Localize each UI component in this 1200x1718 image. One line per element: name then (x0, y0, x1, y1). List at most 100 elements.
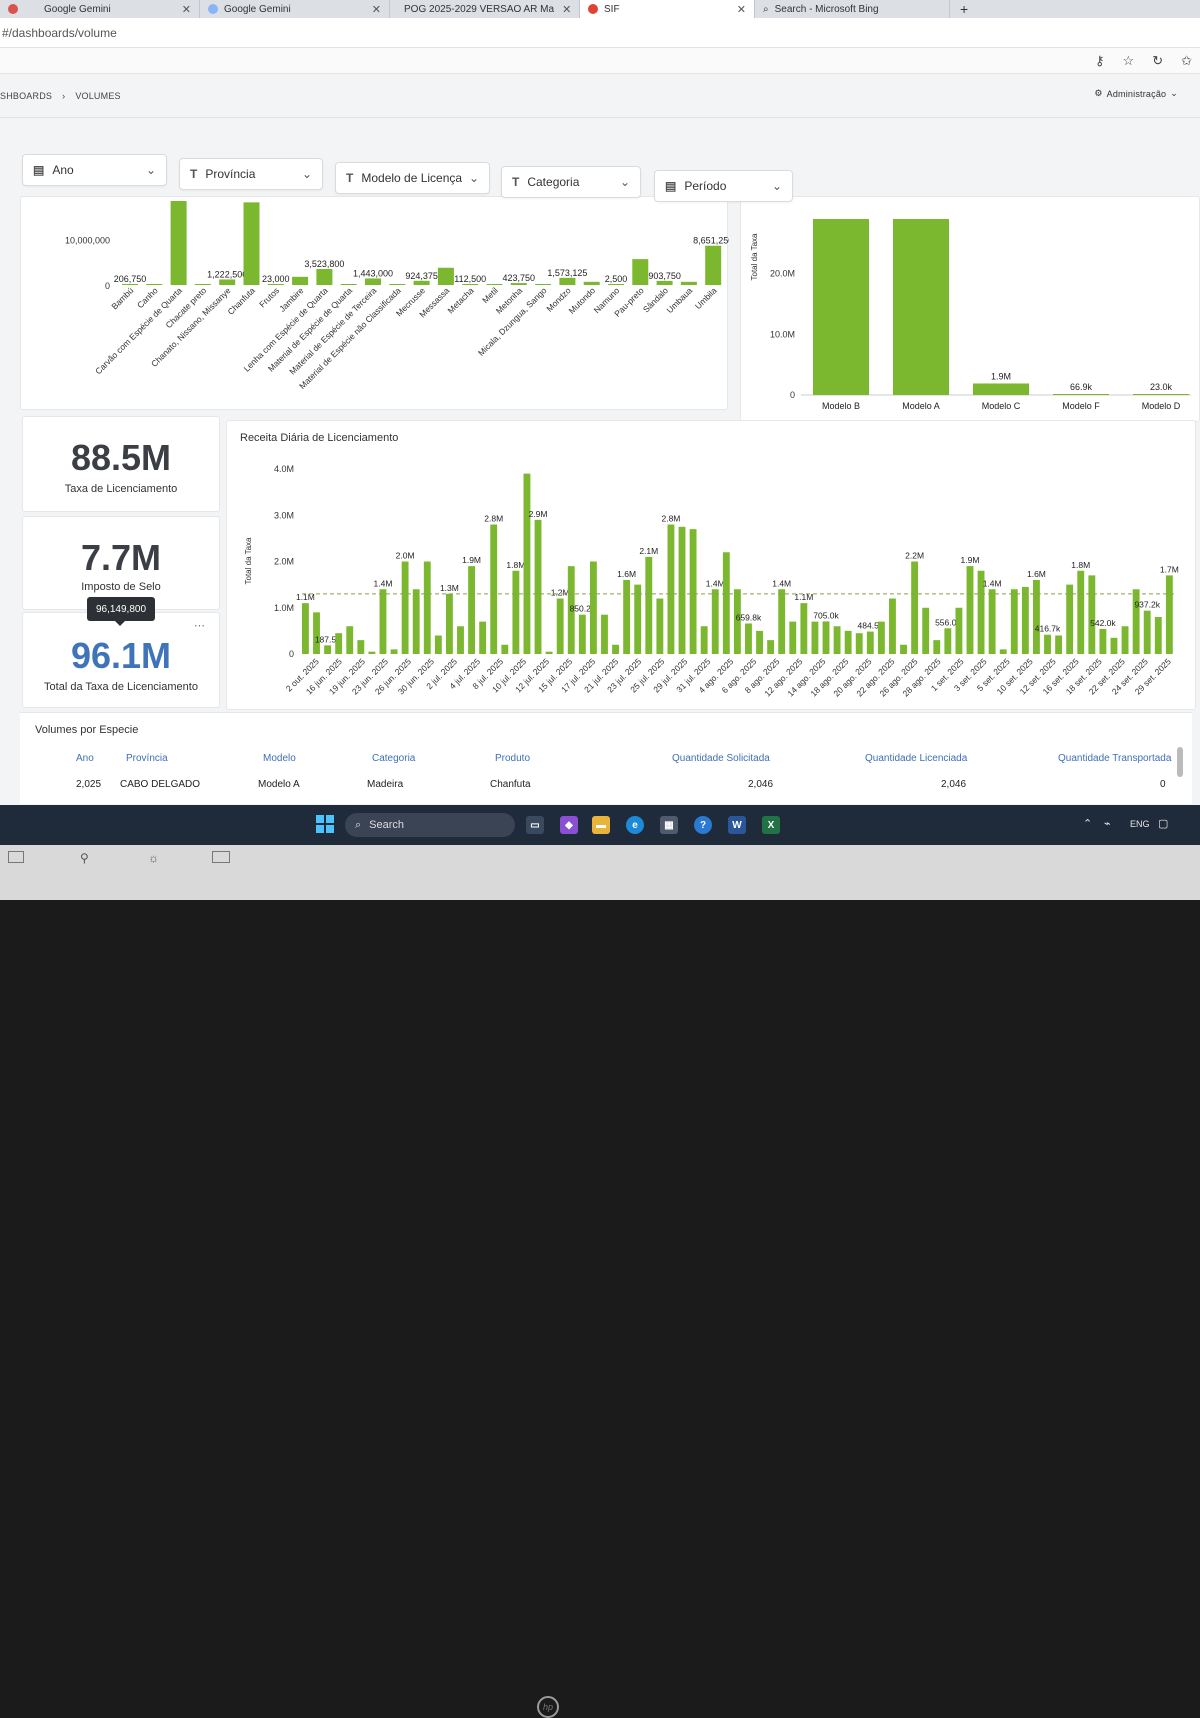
filter-label: Categoria (527, 175, 580, 189)
refresh-icon[interactable]: ↻ (1152, 52, 1164, 68)
close-icon[interactable]: ✕ (736, 3, 746, 16)
bar (988, 589, 996, 654)
data-label: 1.2M (551, 588, 570, 598)
filter-periodo[interactable]: ▤ Período ⌄ (654, 170, 793, 202)
y-tick-label: 0 (790, 390, 795, 400)
new-tab-button[interactable]: + (960, 1, 969, 17)
task-view-icon[interactable]: ▭ (526, 816, 544, 834)
bar (844, 630, 852, 654)
filter-ano[interactable]: ▤ Ano ⌄ (22, 154, 167, 186)
bar (1010, 589, 1018, 654)
data-label: 1.3M (440, 583, 459, 593)
bar (1143, 610, 1151, 654)
data-label: 2.0M (396, 551, 415, 561)
language-indicator[interactable]: ENG (1130, 819, 1150, 829)
word-icon[interactable]: W (728, 816, 746, 834)
data-label: 206,750 (114, 274, 147, 284)
bar (413, 280, 430, 285)
kpi-value[interactable]: 96.1M (70, 635, 172, 676)
bar (1133, 394, 1189, 395)
bar (445, 593, 453, 654)
breadcrumb-item: VOLUMES (75, 90, 121, 101)
edge-icon[interactable]: e (626, 816, 644, 834)
table-cell: Modelo A (258, 779, 300, 790)
bar (966, 566, 974, 654)
bar (1099, 628, 1107, 654)
bar (368, 651, 376, 654)
bar (866, 631, 874, 654)
chevron-up-icon[interactable]: ⌃ (1083, 818, 1093, 830)
bar (1165, 575, 1173, 654)
admin-menu[interactable]: ⚙ Administração ⌄ (1094, 88, 1178, 99)
bar (1033, 580, 1040, 654)
table-cell: Chanfuta (490, 779, 531, 790)
bar (267, 284, 284, 285)
calendar-app-icon[interactable]: ▦ (660, 816, 678, 834)
excel-icon[interactable]: X (762, 816, 780, 834)
browser-tab-active[interactable]: SIF ✕ (580, 0, 755, 18)
file-explorer-icon[interactable]: ▬ (592, 816, 610, 834)
bar (893, 219, 949, 395)
x-tick-label: Modelo C (982, 401, 1021, 411)
column-header-quantidade-transportada[interactable]: Quantidade Transportada (1058, 753, 1172, 764)
data-label: 1,222,500 (207, 269, 247, 279)
bar (756, 630, 763, 654)
bar (589, 561, 597, 654)
admin-label: Administração (1106, 88, 1167, 99)
bar (302, 603, 309, 654)
chart-title: Receita Diária de Licenciamento (240, 432, 399, 444)
data-label: 1.4M (772, 578, 791, 588)
taskbar-search[interactable]: ⌕ Search (345, 813, 515, 837)
filter-label: Província (205, 167, 256, 181)
key-icon[interactable]: ⚷ (1095, 52, 1105, 68)
browser-tab[interactable]: POG 2025-2029 VERSAO AR Ma ✕ (390, 0, 580, 18)
breadcrumb-item[interactable]: SHBOARDS (0, 90, 53, 101)
scrollbar[interactable] (1177, 747, 1183, 777)
copilot-icon[interactable]: ◆ (560, 816, 578, 834)
column-header-categoria[interactable]: Categoria (372, 753, 416, 764)
data-label: 924,375 (405, 271, 438, 281)
filter-label: Modelo de Licença (361, 171, 463, 185)
x-tick-label: Modelo A (902, 401, 940, 411)
column-header-ano[interactable]: Ano (76, 753, 94, 764)
bar (705, 245, 722, 285)
browser-tab[interactable]: Google Gemini ✕ (200, 0, 390, 18)
star-icon[interactable]: ☆ (1122, 52, 1135, 68)
column-header-quantidade-solicitada[interactable]: Quantidade Solicitada (672, 753, 770, 764)
column-header-quantidade-licenciada[interactable]: Quantidade Licenciada (865, 753, 968, 764)
y-tick-label: 10.0M (770, 329, 795, 339)
favorites-icon[interactable]: ✩ (1181, 52, 1192, 68)
bar (389, 284, 406, 285)
bar (955, 607, 963, 654)
help-icon[interactable]: ? (694, 816, 712, 834)
address-bar[interactable]: #/dashboards/volume (0, 18, 1200, 48)
column-header-provincia[interactable]: Província (126, 753, 168, 764)
more-options-icon[interactable]: ⋯ (194, 620, 205, 632)
x-tick-label: Umbaua (665, 285, 695, 315)
column-header-produto[interactable]: Produto (495, 753, 531, 764)
filter-categoria[interactable]: T Categoria ⌄ (501, 166, 641, 198)
network-icon[interactable]: ⌁ (1104, 818, 1111, 830)
bar (822, 621, 830, 654)
bar (243, 202, 260, 285)
close-icon[interactable]: ✕ (562, 3, 572, 16)
data-label: 659.8k (736, 612, 762, 622)
url-text[interactable]: #/dashboards/volume (2, 25, 117, 40)
filter-modelo-licenca[interactable]: T Modelo de Licença ⌄ (335, 162, 490, 194)
notification-icon[interactable]: ▢ (1158, 818, 1169, 830)
filter-provincia[interactable]: T Província ⌄ (179, 158, 323, 190)
modelo-chart-card: Total da Taxa 0 10.0M 20.0M Modelo B Modelo A… (740, 196, 1200, 422)
column-header-modelo[interactable]: Modelo (263, 753, 296, 764)
close-icon[interactable]: ✕ (371, 3, 381, 16)
bar (700, 626, 708, 654)
browser-tab[interactable]: ⌕ Search - Microsoft Bing (755, 0, 950, 18)
browser-tab[interactable]: Google Gemini ✕ (0, 0, 200, 18)
bar (645, 556, 653, 654)
bar (292, 276, 309, 285)
close-icon[interactable]: ✕ (181, 3, 191, 16)
bar (535, 284, 552, 285)
lamp-icon: ☼ (148, 851, 159, 865)
windows-start-icon[interactable] (316, 815, 334, 833)
bar (122, 284, 138, 285)
bar (490, 524, 498, 654)
